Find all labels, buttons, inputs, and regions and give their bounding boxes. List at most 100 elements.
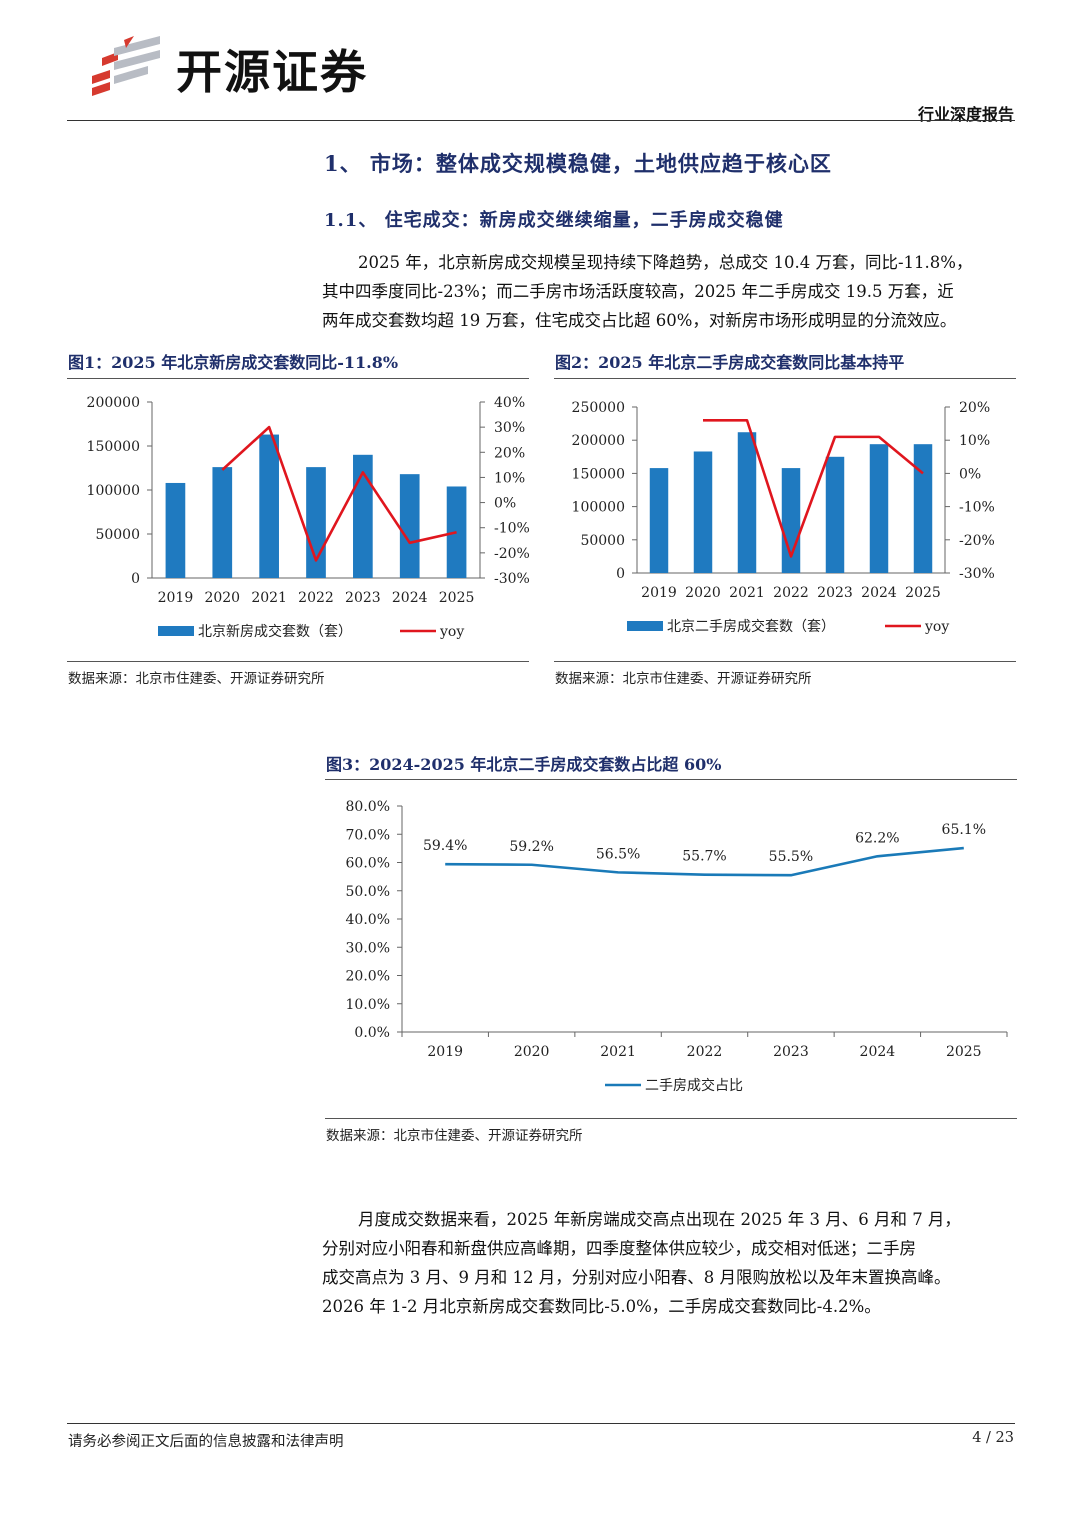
y-tick-label: 100000 — [87, 483, 140, 499]
y2-tick-label: -10% — [494, 521, 530, 537]
y2-tick-label: 10% — [959, 433, 990, 449]
data-label: 65.1% — [942, 822, 986, 838]
y-tick-label: 70.0% — [346, 827, 390, 843]
y2-tick-label: 20% — [494, 445, 525, 461]
y-tick-label: 0.0% — [354, 1025, 390, 1041]
legend-bar-label: 北京新房成交套数（套） — [198, 623, 352, 640]
yoy-line — [221, 425, 457, 562]
bar — [869, 444, 889, 573]
figure-3-title: 图3：2024-2025 年北京二手房成交套数占比超 60% — [326, 755, 722, 774]
paragraph-line: 两年成交套数均超 19 万套，住宅成交占比超 60%，对新房市场形成明显的分流效… — [322, 311, 957, 330]
x-tick-label: 2019 — [427, 1044, 463, 1060]
y-tick-label: 20.0% — [346, 969, 390, 985]
bar — [649, 468, 669, 573]
y-tick-label: 0 — [616, 566, 625, 582]
x-tick-label: 2021 — [729, 585, 765, 601]
monthly-paragraph: 月度成交数据来看，2025 年新房端成交高点出现在 2025 年 3 月、6 月… — [322, 1205, 1016, 1321]
x-tick-label: 2024 — [860, 1044, 896, 1060]
footer-disclaimer: 请务必参阅正文后面的信息披露和法律声明 — [68, 1434, 344, 1450]
y-tick-label: 50000 — [95, 527, 140, 543]
page-number: 4 / 23 — [972, 1430, 1014, 1446]
data-label: 59.4% — [423, 838, 467, 854]
figure-3-bottom-rule — [325, 1118, 1017, 1119]
report-type-label: 行业深度报告 — [917, 105, 1014, 124]
figure-2-title: 图2：2025 年北京二手房成交套数同比基本持平 — [555, 353, 905, 372]
figure-2-bottom-rule — [554, 661, 1016, 662]
figure-2-source: 数据来源：北京市住建委、开源证券研究所 — [555, 671, 812, 687]
paragraph-line: 分别对应小阳春和新盘供应高峰期，四季度整体供应较少，成交相对低迷；二手房 — [322, 1239, 916, 1258]
x-tick-label: 2025 — [946, 1044, 982, 1060]
figure-3-chart: 80.0% 70.0% 60.0% 50.0% 40.0% 30.0% 20.0% 10.0%… — [346, 799, 1008, 1094]
y2-tick-label: 30% — [494, 420, 525, 436]
paragraph-line: 2025 年，北京新房成交规模呈现持续下降趋势，总成交 10.4 万套，同比-1… — [358, 253, 973, 272]
bar — [693, 451, 713, 573]
figure-2-top-rule — [554, 378, 1016, 379]
y-tick-label: 250000 — [572, 400, 625, 416]
y2-tick-label: 40% — [494, 395, 525, 411]
bar — [399, 474, 420, 578]
x-tick-label: 2023 — [345, 590, 381, 606]
y2-tick-label: 10% — [494, 470, 525, 486]
figure-1-top-rule — [67, 378, 529, 379]
x-tick-label: 2019 — [158, 590, 194, 606]
y2-tick-label: -20% — [494, 546, 530, 562]
figure-2-chart: 250000 200000 150000 100000 50000 0 20% 10% 0% -1… — [572, 400, 995, 635]
y-tick-label: 10.0% — [346, 997, 390, 1013]
x-tick-label: 2019 — [641, 585, 677, 601]
figure-1-source: 数据来源：北京市住建委、开源证券研究所 — [68, 671, 325, 687]
x-tick-label: 2020 — [514, 1044, 550, 1060]
paragraph-line: 其中四季度同比-23%；而二手房市场活跃度较高，2025 年二手房成交 19.5… — [322, 282, 954, 301]
yoy-line — [703, 418, 924, 558]
bar — [913, 444, 933, 573]
legend-yoy-label: yoy — [924, 619, 949, 635]
y-tick-label: 150000 — [572, 466, 625, 482]
data-label: 62.2% — [855, 830, 899, 846]
bar — [165, 482, 186, 578]
y-tick-label: 100000 — [572, 500, 625, 516]
y2-tick-label: -30% — [494, 571, 530, 587]
x-tick-label: 2020 — [685, 585, 721, 601]
y-tick-label: 50000 — [580, 533, 625, 549]
legend-bar-swatch — [627, 621, 663, 631]
header-divider — [67, 120, 1015, 121]
share-line — [445, 846, 964, 877]
figure-1-title: 图1：2025 年北京新房成交套数同比-11.8% — [68, 353, 399, 372]
x-tick-label: 2025 — [439, 590, 475, 606]
x-tick-label: 2022 — [298, 590, 334, 606]
data-label: 55.5% — [769, 849, 813, 865]
bar — [259, 434, 279, 578]
y-tick-label: 50.0% — [346, 884, 390, 900]
bar — [825, 456, 845, 573]
y-tick-label: 150000 — [87, 439, 140, 455]
x-tick-label: 2022 — [773, 585, 809, 601]
legend-yoy-label: yoy — [439, 624, 464, 640]
x-tick-label: 2020 — [204, 590, 240, 606]
figure-3-top-rule — [325, 779, 1017, 780]
x-tick-label: 2023 — [773, 1044, 809, 1060]
bar — [353, 454, 373, 578]
y2-tick-label: 20% — [959, 400, 990, 416]
y2-tick-label: 0% — [959, 466, 981, 482]
legend-bar-label: 北京二手房成交套数（套） — [667, 618, 835, 635]
y2-tick-label: -20% — [959, 533, 995, 549]
y2-tick-label: 0% — [494, 496, 516, 512]
intro-paragraph: 2025 年，北京新房成交规模呈现持续下降趋势，总成交 10.4 万套，同比-1… — [322, 248, 1016, 335]
subsection-heading: 1.1、 住宅成交：新房成交继续缩量，二手房成交稳健 — [324, 210, 784, 231]
figure-3-source: 数据来源：北京市住建委、开源证券研究所 — [326, 1128, 583, 1144]
brand-logo — [88, 34, 168, 96]
figure-1-chart: 200000 150000 100000 50000 0 40% 30% 20% 10% 0% -1… — [87, 395, 530, 640]
bar — [737, 432, 757, 573]
x-tick-label: 2025 — [905, 585, 941, 601]
y2-tick-label: -10% — [959, 500, 995, 516]
x-tick-label: 2021 — [600, 1044, 636, 1060]
data-label: 55.7% — [682, 849, 726, 865]
x-tick-label: 2022 — [687, 1044, 723, 1060]
y-tick-label: 200000 — [572, 433, 625, 449]
legend-share-label: 二手房成交占比 — [645, 1077, 743, 1094]
x-tick-label: 2023 — [817, 585, 853, 601]
figure-1-bottom-rule — [67, 661, 529, 662]
data-label: 59.2% — [509, 839, 553, 855]
footer-divider — [67, 1423, 1015, 1424]
paragraph-line: 月度成交数据来看，2025 年新房端成交高点出现在 2025 年 3 月、6 月… — [358, 1210, 961, 1229]
y-tick-label: 30.0% — [346, 940, 390, 956]
